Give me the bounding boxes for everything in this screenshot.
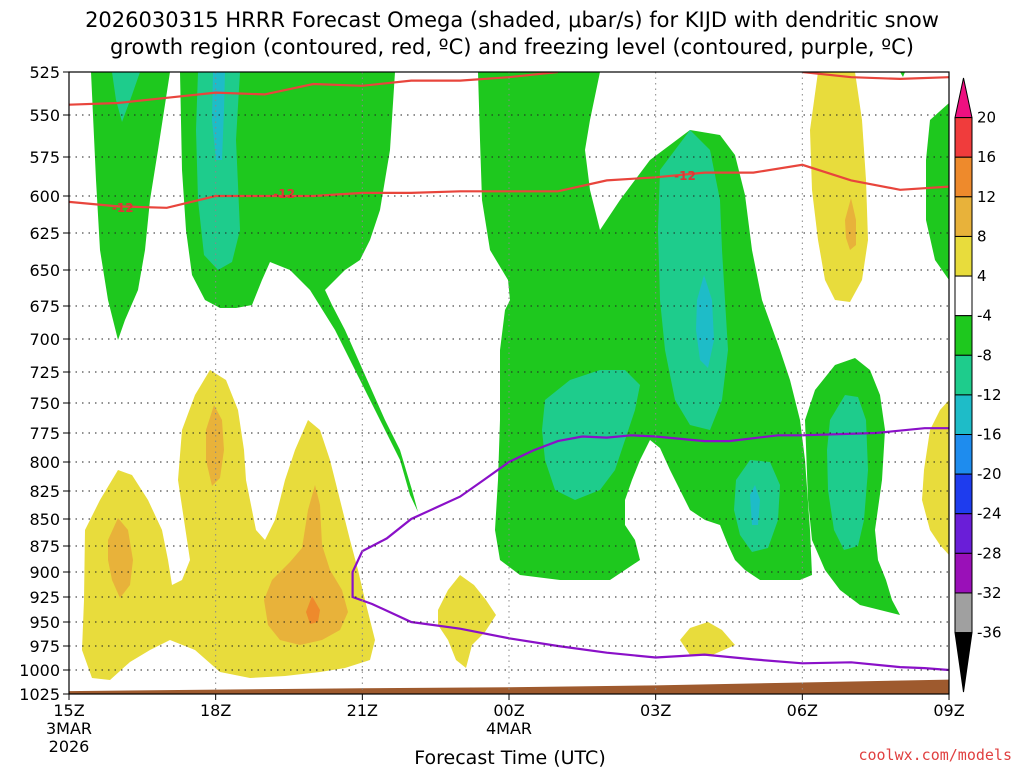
colorbar-label: 4 [977, 267, 987, 285]
colorbar-label: -4 [977, 307, 992, 325]
y-tick-label: 1025 [19, 685, 60, 704]
colorbar-swatch [954, 315, 973, 356]
contour-line-3 [351, 427, 949, 672]
y-tick-label: 925 [29, 588, 60, 607]
omega-region-green-2 [180, 72, 418, 512]
omega-region-teal-2 [196, 72, 240, 270]
x-tick-label: 00Z [493, 701, 524, 720]
contour-label: -12 [273, 187, 295, 201]
x-tick-date: 3MAR [46, 719, 92, 738]
omega-region-yellow-5 [922, 400, 949, 555]
omega-region-green-5 [926, 103, 949, 280]
colorbar-label: -36 [977, 624, 1002, 642]
y-tick-label: 600 [29, 187, 60, 206]
colorbar-label: -20 [977, 465, 1002, 483]
colorbar-swatch [954, 513, 973, 554]
omega-region-yellow-3 [438, 575, 496, 668]
y-tick-label: 850 [29, 510, 60, 529]
x-tick-label: 06Z [787, 701, 818, 720]
y-tick-label: 725 [29, 363, 60, 382]
omega-region-orange-4 [845, 198, 856, 250]
omega-region-yellow-4 [680, 622, 735, 656]
colorbar-swatch [954, 434, 973, 475]
grid-lines [69, 72, 949, 694]
colorbar-label: -16 [977, 426, 1002, 444]
plot-area: -12 -12 -12 [69, 72, 949, 694]
colorbar-label: 16 [977, 148, 996, 166]
contour-line-1 [69, 72, 559, 106]
colorbar-bottom-arrow [954, 632, 973, 693]
y-tick-label: 750 [29, 394, 60, 413]
y-tick-label: 700 [29, 330, 60, 349]
colorbar-label: 20 [977, 109, 996, 127]
contour-label: -12 [674, 169, 696, 183]
y-tick-label: 625 [29, 224, 60, 243]
y-axis: 525 550 575 600 625 650 675 700 725 750 775 800 825 8… [19, 63, 69, 704]
contour-label: -12 [112, 201, 134, 215]
contour-line-0 [69, 163, 949, 209]
colorbar-top-arrow [954, 77, 973, 119]
y-tick-label: 575 [29, 148, 60, 167]
y-tick-label: 950 [29, 613, 60, 632]
y-tick-label: 775 [29, 424, 60, 443]
colorbar-swatch [954, 275, 973, 317]
colorbar-label: 8 [977, 227, 987, 245]
colorbar-swatch [954, 552, 973, 594]
credit-text[interactable]: coolwx.com/models [858, 746, 1012, 764]
colorbar-swatch [954, 235, 973, 277]
y-tick-label: 1000 [19, 661, 60, 680]
y-tick-label: 550 [29, 106, 60, 125]
omega-region-cyan-2 [696, 275, 714, 368]
omega-region-orange-3 [264, 485, 348, 645]
x-tick-date: 4MAR [486, 719, 532, 738]
colorbar-label: -28 [977, 544, 1002, 562]
x-tick-label: 03Z [640, 701, 671, 720]
colorbar-swatch [954, 354, 973, 396]
chart-title-line1: 2026030315 HRRR Forecast Omega (shaded, … [85, 8, 939, 32]
y-tick-label: 675 [29, 297, 60, 316]
colorbar-label: 12 [977, 188, 996, 206]
colorbar: 20 16 12 8 4 -4 -8 -12 -16 -20 -24 -28 -32 -36 [954, 77, 1002, 693]
chart-title-line2: growth region (contoured, red, ºC) and f… [110, 35, 914, 59]
y-tick-label: 825 [29, 482, 60, 501]
colorbar-label: -32 [977, 584, 1002, 602]
y-tick-label: 650 [29, 261, 60, 280]
y-tick-label: 525 [29, 63, 60, 82]
omega-region-cyan-3 [750, 485, 760, 525]
y-tick-label: 975 [29, 637, 60, 656]
y-tick-label: 875 [29, 537, 60, 556]
colorbar-swatch [954, 117, 973, 158]
x-tick-label: 09Z [933, 701, 964, 720]
contour-line-2 [802, 72, 949, 81]
omega-shading [82, 72, 949, 680]
x-tick-year: 2026 [49, 737, 90, 756]
omega-region-orange-1 [108, 518, 133, 598]
colorbar-label: -12 [977, 386, 1002, 404]
terrain-fill [69, 679, 949, 694]
colorbar-swatch [954, 592, 973, 634]
omega-region-green-6 [900, 72, 905, 77]
y-tick-label: 900 [29, 563, 60, 582]
x-tick-label: 15Z [53, 701, 84, 720]
contour-lines: -12 -12 -12 [69, 72, 949, 672]
x-axis-label: Forecast Time (UTC) [414, 747, 605, 768]
x-tick-label: 18Z [200, 701, 231, 720]
omega-region-dark-orange-1 [306, 596, 320, 624]
terrain-surface [69, 679, 949, 694]
colorbar-swatch [954, 473, 973, 515]
omega-region-orange-2 [206, 405, 224, 486]
colorbar-swatch [954, 196, 973, 237]
omega-region-teal-1 [112, 72, 140, 122]
colorbar-label: -8 [977, 346, 992, 364]
y-tick-label: 800 [29, 453, 60, 472]
x-tick-label: 21Z [347, 701, 378, 720]
colorbar-swatch [954, 394, 973, 436]
colorbar-label: -24 [977, 505, 1002, 523]
colorbar-swatch [954, 156, 973, 198]
